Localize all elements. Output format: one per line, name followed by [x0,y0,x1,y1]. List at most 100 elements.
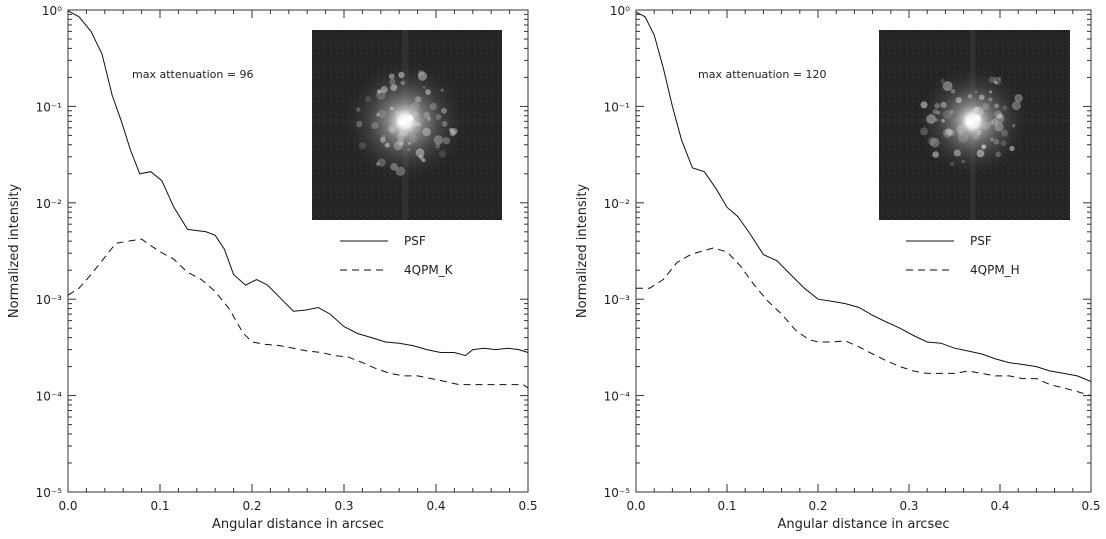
inset-speckle [935,118,939,122]
inset-speckle [435,143,441,149]
inset-speckle [399,141,404,146]
y-tick-label: 10⁻² [604,197,631,211]
inset-speckle [934,103,940,109]
inset-speckle [1011,101,1021,111]
inset-speckle [398,71,405,79]
attenuation-annotation: max attenuation = 120 [698,68,827,81]
inset-speckle [943,129,952,138]
inset-speckle [982,102,990,110]
inset-speckle [932,151,939,158]
y-tick-label: 10⁻³ [604,293,631,307]
inset-speckle [932,109,938,115]
x-tick-label: 0.2 [808,499,827,513]
inset-speckle [920,127,928,136]
inset-speckle [940,79,945,83]
inset-speckle [410,101,420,112]
inset-speckle [427,117,432,121]
inset-speckle [950,88,956,94]
inset-speckle [417,122,421,127]
inset-speckle [943,110,952,119]
inset-speckle [397,138,404,146]
inset-speckle [929,137,940,148]
inset-speckle [961,159,965,164]
inset-speckle [388,73,395,80]
plot-frame [635,9,1092,493]
inset-speckle [376,89,382,94]
inset-speckle [393,141,403,151]
inset-core-spot [966,118,974,126]
inset-speckle [978,94,985,101]
inset-speckle [435,114,442,120]
inset-speckle [982,122,991,130]
inset-speckle [990,137,994,142]
inset-speckle [993,77,1002,85]
inset-speckle [997,113,1004,120]
x-tick-label: 0.3 [334,499,353,513]
inset-speckle [1014,94,1023,103]
inset-speckle [981,144,987,150]
inset-speckle [381,134,386,139]
series-line-psf [635,11,1092,382]
inset-speckle [994,80,998,85]
y-tick-label: 10⁻⁵ [36,486,63,500]
y-axis-title: Normalized intensity [7,184,22,319]
inset-speckle [377,109,387,119]
x-tick-label: 0.0 [58,499,77,513]
x-tick-label: 0.1 [150,499,169,513]
inset-speckle [387,125,395,133]
inset-speckle [976,130,982,136]
y-tick-label: 10⁰ [610,4,630,18]
inset-speckle [377,158,386,167]
inset-speckle [957,130,964,137]
x-tick-label: 0.2 [242,499,261,513]
y-tick-label: 10⁻² [36,197,63,211]
inset-speckle [438,150,446,158]
inset-speckle [389,127,396,134]
inset-speckle [422,86,426,89]
inset-speckle [423,111,431,119]
inset-speckle [421,158,426,163]
inset-speckle [941,119,945,123]
inset-speckle [395,166,406,176]
inset-speckle [358,142,367,150]
inset-speckle [993,139,1000,145]
inset-speckle [967,94,973,99]
inset-speckle [976,149,985,158]
inset-speckle [440,88,444,92]
inset-speckle [425,89,431,95]
inset-core-spot [407,115,414,122]
inset-speckle [973,133,980,140]
inset-speckle [389,106,394,111]
inset-speckle [389,78,396,85]
inset-speckle [1000,140,1007,147]
inset-core-spot [398,118,406,126]
inset-speckle [950,161,955,166]
inset-speckle [988,120,994,126]
inset-speckle [407,148,411,152]
plot-frame [67,9,529,493]
inset-speckle [995,113,1005,124]
inset-speckle [400,80,406,86]
inset-speckle [956,124,966,134]
inset-speckle [940,101,947,108]
inset-speckle [429,102,437,110]
inset-speckle [958,133,968,143]
chart-panel-2: 0.0 0.1 0.2 0.3 0.4 0.5 10⁻⁵ 10⁻⁴ 10⁻³ 10⁻² 10⁻¹ 10… [575,4,1101,532]
inset-speckle [936,110,941,115]
inset-core-spot [974,115,981,122]
y-tick-label: 10⁻¹ [604,100,631,114]
x-tick-label: 0.4 [990,499,1009,513]
inset-speckle [380,86,388,94]
inset-speckle [949,109,955,114]
x-tick-label: 0.5 [1081,499,1100,513]
inset-speckle [948,129,955,137]
inset-speckle [988,97,993,102]
series-line-psf [67,10,529,357]
inset-speckle [415,148,425,158]
inset-speckle [1009,145,1015,152]
inset-speckle [953,149,961,157]
inset-speckle [945,128,953,136]
inset-speckle [441,120,448,127]
inset-speckle [994,103,999,109]
